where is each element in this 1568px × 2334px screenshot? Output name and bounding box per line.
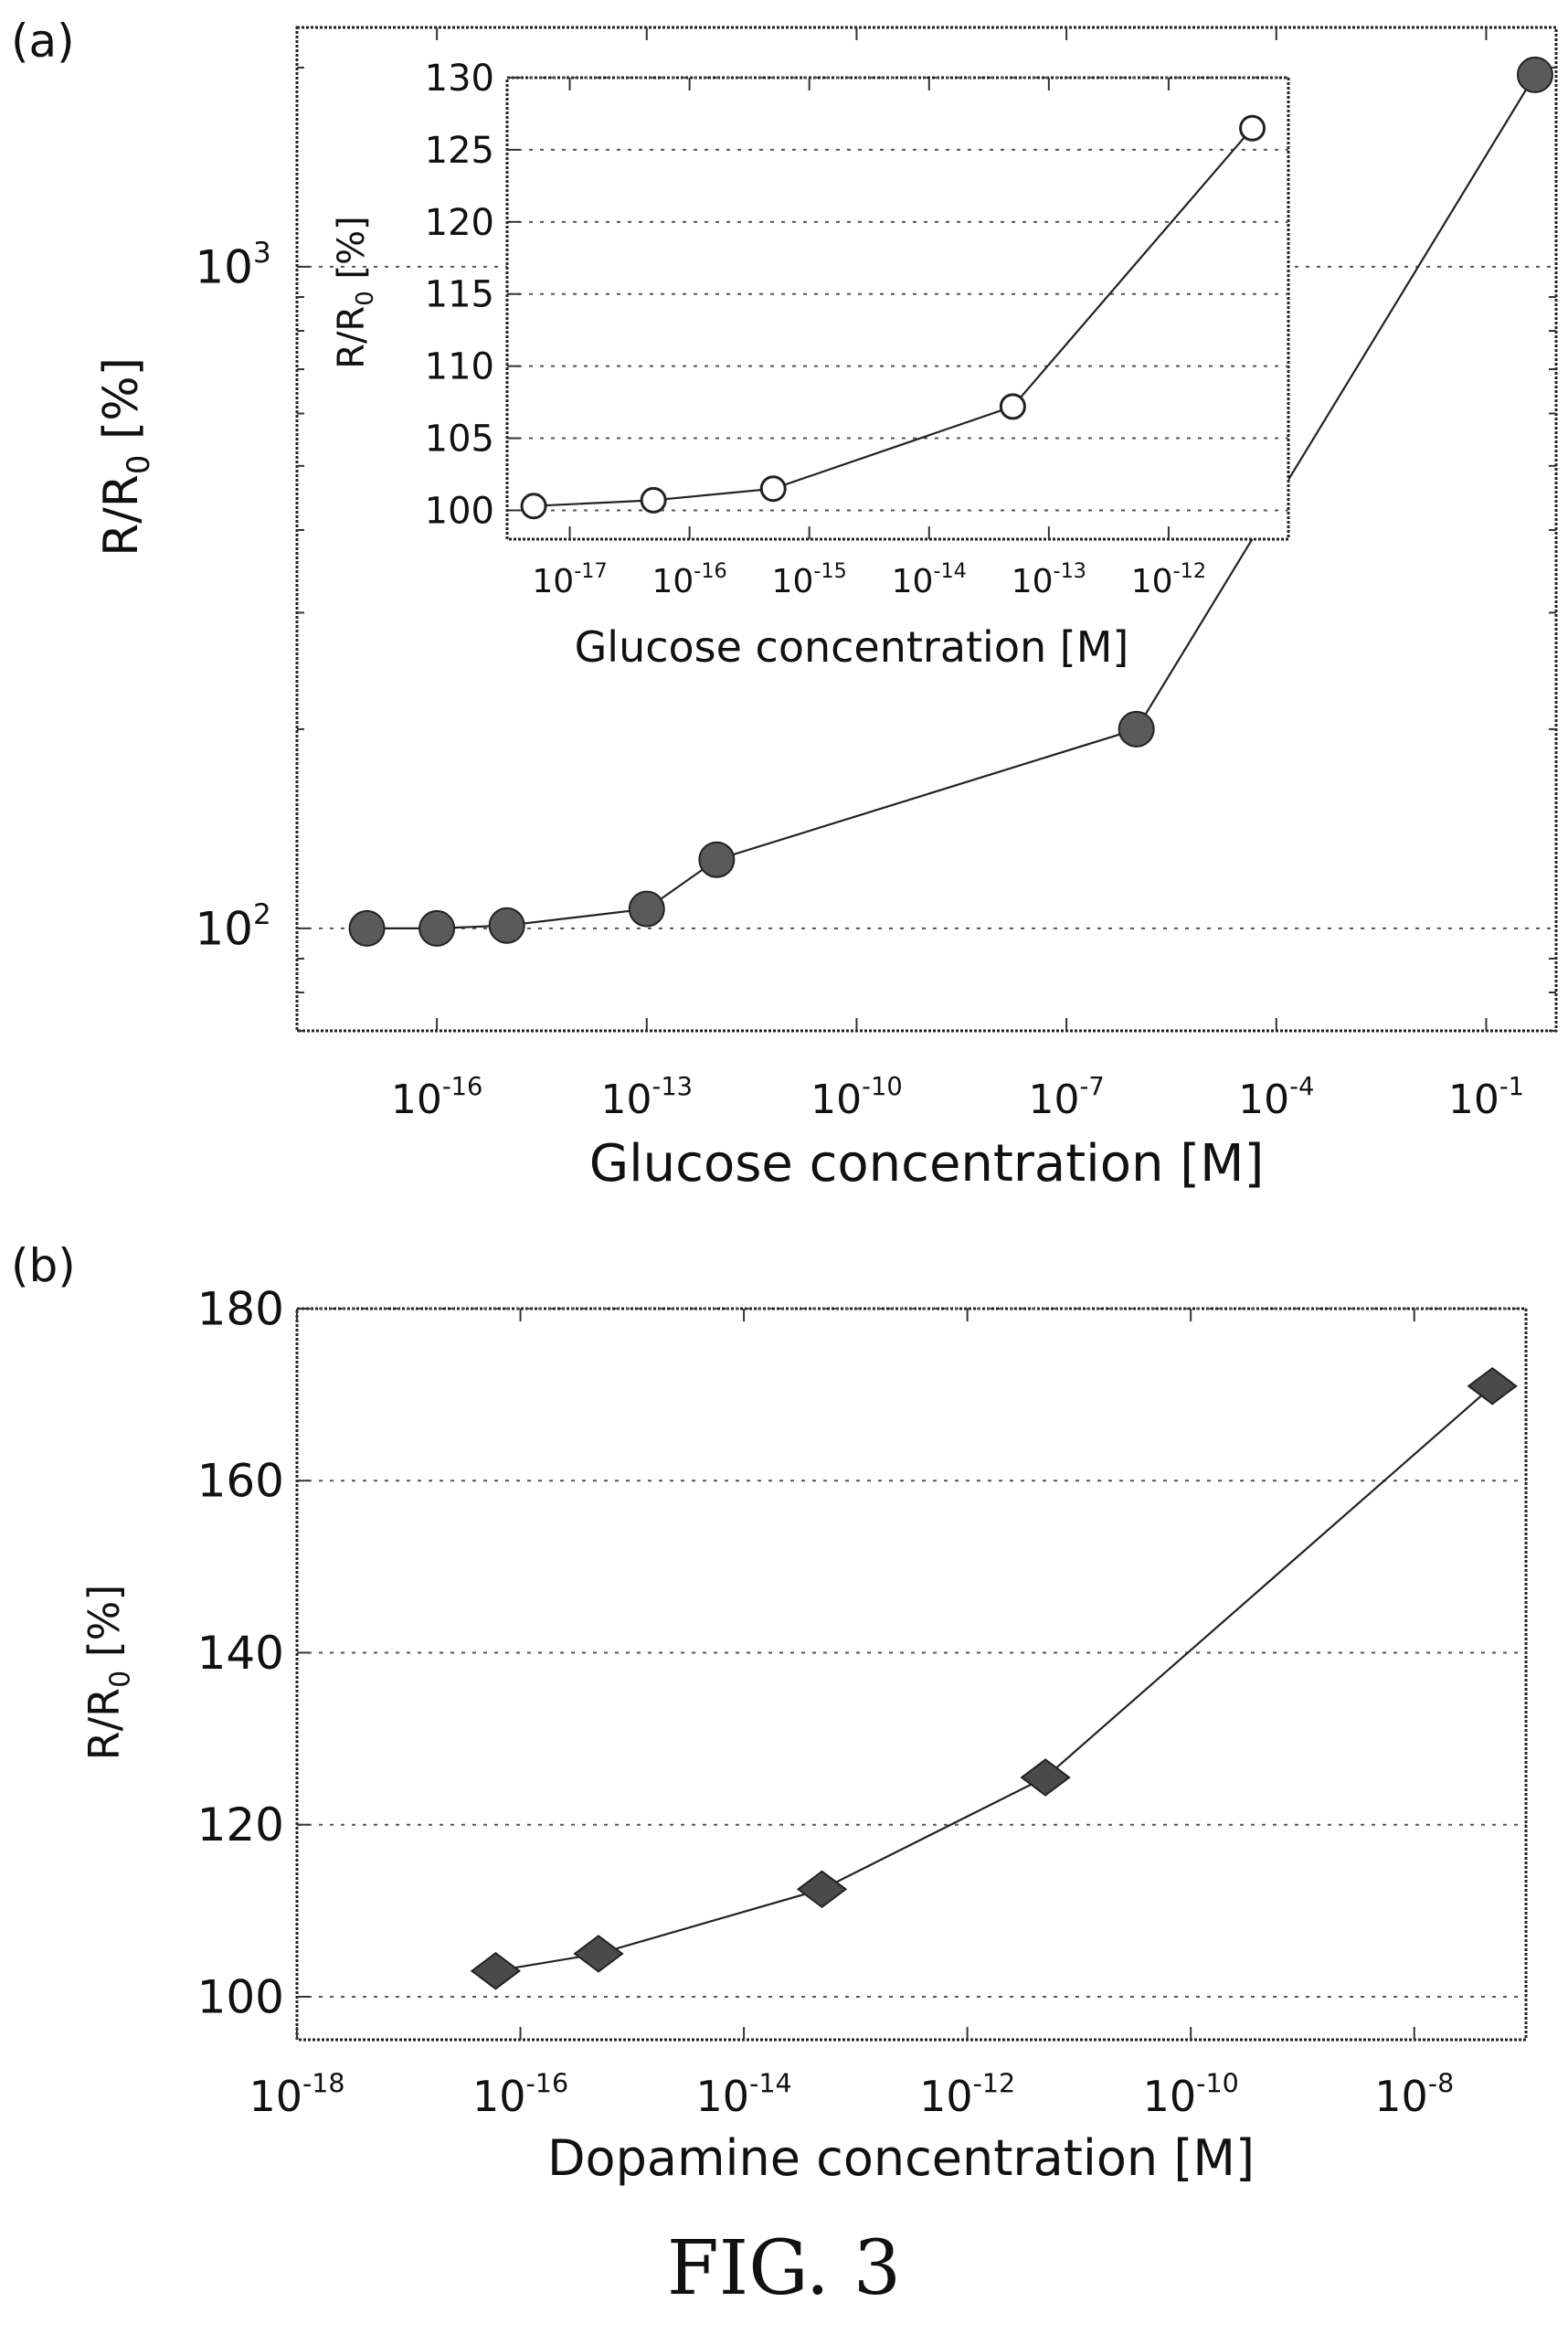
panel-a-x-tick-labels: 10-16 10-13 10-10 10-7 10-4 10-1 xyxy=(391,1073,1524,1123)
x-tick-label: 10-4 xyxy=(1238,1073,1314,1123)
x-tick-label: 10-12 xyxy=(1131,559,1206,600)
data-point-marker xyxy=(759,475,787,503)
x-tick-label: 10-10 xyxy=(1143,2068,1239,2121)
y-tick-label: 100 xyxy=(197,1970,284,2023)
data-point-marker xyxy=(999,393,1026,420)
y-tick-label: 130 xyxy=(425,58,494,100)
data-point-marker xyxy=(1239,114,1266,142)
data-point-marker xyxy=(640,486,667,514)
x-tick-label: 10-8 xyxy=(1374,2068,1454,2121)
panel-b-data-points xyxy=(470,1366,1518,1990)
panel-b-plot-frame xyxy=(295,1307,1528,2042)
panel-a-y-tick-labels: 102 103 xyxy=(195,237,270,955)
data-point-marker xyxy=(573,1935,624,1973)
y-tick-label: 102 xyxy=(195,898,270,956)
x-tick-label: 10-17 xyxy=(532,559,607,600)
y-tick-label: 180 xyxy=(197,1283,284,1336)
data-point-marker xyxy=(418,909,456,947)
panel-b-x-axis-title: Dopamine concentration [M] xyxy=(547,2129,1255,2187)
data-point-marker xyxy=(520,493,547,520)
data-point-marker xyxy=(1467,1366,1518,1406)
x-tick-label: 10-7 xyxy=(1029,1073,1105,1123)
x-tick-label: 10-16 xyxy=(652,559,726,600)
x-tick-label: 10-15 xyxy=(772,559,847,600)
y-tick-label: 160 xyxy=(197,1455,284,1508)
panel-b-x-tick-labels: 10-18 10-16 10-14 10-12 10-10 10-8 xyxy=(249,2068,1454,2121)
x-tick-label: 10-18 xyxy=(249,2068,344,2121)
inset-background xyxy=(507,78,1288,539)
panel-a-ticks xyxy=(297,27,1556,1032)
panel-a-y-axis-title: R/R0 [%] xyxy=(94,357,156,557)
y-tick-label: 125 xyxy=(425,130,494,172)
data-point-marker xyxy=(348,909,386,947)
x-tick-label: 10-1 xyxy=(1448,1073,1524,1123)
inset-glucose-chart: 10-17 10-16 10-15 10-14 10-13 10-12 100 105 110… xyxy=(331,58,1290,672)
panel-b-dopamine-chart: (b) 10-18 10-16 10-14 10-12 10-10 10-8 100 120… xyxy=(11,1239,1528,2187)
y-tick-label: 120 xyxy=(197,1798,284,1851)
figure-caption: FIG. 3 xyxy=(667,2225,901,2312)
inset-y-axis-title: R/R0 [%] xyxy=(331,216,379,369)
panel-b-grid xyxy=(297,1308,1526,1998)
data-point-marker xyxy=(698,841,736,878)
data-point-marker xyxy=(1516,56,1553,93)
panel-b-series-line xyxy=(495,1384,1493,1972)
panel-a-x-axis-title: Glucose concentration [M] xyxy=(589,1134,1265,1194)
inset-x-tick-labels: 10-17 10-16 10-15 10-14 10-13 10-12 xyxy=(532,559,1206,600)
x-tick-label: 10-13 xyxy=(1012,559,1086,600)
data-point-marker xyxy=(1020,1758,1071,1797)
y-tick-label: 100 xyxy=(425,490,494,532)
data-point-marker xyxy=(628,890,665,928)
inset-ticks xyxy=(507,77,1170,539)
y-tick-label: 105 xyxy=(425,419,494,461)
x-tick-label: 10-14 xyxy=(696,2068,792,2121)
x-tick-label: 10-16 xyxy=(472,2068,568,2121)
panel-a-label: (a) xyxy=(11,15,75,68)
inset-plot-frame xyxy=(505,76,1290,541)
y-tick-label: 120 xyxy=(425,202,494,244)
x-tick-label: 10-12 xyxy=(919,2068,1015,2121)
panel-b-label: (b) xyxy=(11,1239,76,1292)
x-tick-label: 10-16 xyxy=(391,1073,483,1123)
inset-x-axis-title: Glucose concentration [M] xyxy=(575,622,1129,672)
x-tick-label: 10-14 xyxy=(892,559,967,600)
panel-a-data-points xyxy=(348,56,1553,947)
data-point-marker xyxy=(1118,710,1155,748)
data-point-marker xyxy=(488,907,525,944)
data-point-marker xyxy=(796,1870,848,1909)
panel-b-ticks xyxy=(296,1308,1415,2040)
x-tick-label: 10-13 xyxy=(601,1073,694,1123)
inset-y-tick-labels: 100 105 110 115 120 125 130 xyxy=(425,58,494,532)
panel-a-glucose-chart: (a) 10-16 10-13 10-10 10-7 10-4 10-1 102 103 G… xyxy=(11,15,1558,1194)
inset-data-points xyxy=(520,114,1266,520)
x-tick-label: 10-10 xyxy=(810,1073,903,1123)
data-point-marker xyxy=(470,1951,522,1990)
panel-b-y-axis-title: R/R0 [%] xyxy=(79,1585,137,1761)
panel-b-y-tick-labels: 100 120 140 160 180 xyxy=(197,1283,284,2024)
y-tick-label: 103 xyxy=(195,237,270,294)
y-tick-label: 140 xyxy=(197,1627,284,1680)
y-tick-label: 110 xyxy=(425,346,494,388)
y-tick-label: 115 xyxy=(425,274,494,316)
